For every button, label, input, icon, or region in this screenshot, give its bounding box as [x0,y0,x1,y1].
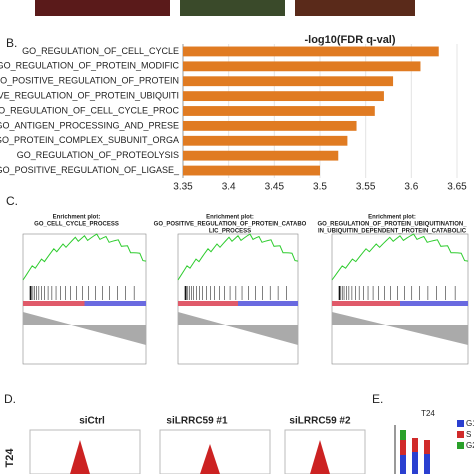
ranked-metric [178,312,298,345]
flow-title: siLRRC59 #2 [289,416,351,427]
bar [412,452,418,474]
ranked-metric [23,312,146,345]
plot-title: LIC_PROCESS [209,229,251,235]
heatmap [35,0,170,16]
enrichment-curve [331,233,469,281]
bar [183,120,357,131]
bar [183,46,439,57]
panel-label: D. [4,392,16,406]
panel-label: B. [6,36,17,50]
x-tick-label: 3.65 [447,182,467,193]
frame [29,429,141,474]
bar [183,106,375,116]
histogram [70,440,90,474]
legend-swatch [457,431,464,438]
y-tick-label: GO_POSITIVE_REGULATION_OF_LIGASE_ [0,165,180,175]
y-tick-label: GO_REGULATION_OF_PROTEOLYSIS [17,150,179,160]
heatmap [180,0,285,16]
bar [400,430,406,440]
enrichment-plots: Enrichment plot:GO_CELL_CYCLE_PROCESSEnr… [22,215,469,365]
ranked-metric [332,312,468,345]
plot-title: Enrichment plot: [53,215,101,221]
y-tick-label: GO_REGULATION_OF_CELL_CYCLE_PROC [0,105,179,115]
histogram [310,440,330,474]
rank-bar-blue [84,301,146,306]
bar [183,76,394,87]
bar [400,440,406,455]
enrichment-curve [22,233,147,281]
bar [412,438,418,452]
cell-line-label: T24 [4,448,16,468]
bar [424,440,430,454]
x-tick-label: 3.5 [313,182,327,193]
frame [159,429,271,474]
bar [183,91,384,102]
x-tick-label: 3.4 [222,182,236,193]
plot-title: IN_UBIQUITIN_DEPENDENT_PROTEIN_CATABOLIC [318,229,467,235]
legend-label: G2 [466,441,474,450]
panel-e: T24 G1 S G2 [394,409,474,474]
plot-title: GO_POSITIVE_REGULATION_OF_PROTEIN_CATABO [154,222,307,228]
y-tick-label: GO_REGULATION_OF_PROTEIN_MODIFIC [0,61,179,71]
legend-swatch [457,420,464,427]
y-tick-label: GO_POSITIVE_REGULATION_OF_PROTEIN [0,76,179,86]
plot-frame [177,233,299,365]
panel-label: C. [6,194,18,208]
y-tick-label: GO_PROTEIN_COMPLEX_SUBUNIT_ORGA [0,135,179,145]
x-tick-label: 3.45 [265,182,285,193]
bar [424,454,430,474]
legend-label: S [466,430,471,439]
histogram [200,444,220,474]
rank-bar-red [332,301,400,306]
bar [183,135,348,146]
plot-frame [22,233,147,365]
panel-label: E. [372,392,383,406]
bar [183,165,320,176]
x-tick-label: 3.6 [404,182,418,193]
plot-frame [331,233,469,365]
rank-bar-red [23,301,85,306]
bar [183,150,339,161]
heatmap [295,0,415,16]
plot-title: Enrichment plot: [206,215,254,221]
panel-a-heatmap [35,0,415,16]
enrichment-curve [177,233,299,281]
legend-label: G1 [466,419,474,428]
plot-title: Enrichment plot: [368,215,416,221]
plot-title: GO_CELL_CYCLE_PROCESS [34,222,119,228]
flow-histograms [29,429,366,474]
rank-bar-blue [400,301,468,306]
panel-e-title: T24 [421,409,435,418]
legend-swatch [457,442,464,449]
y-tick-label: GO_REGULATION_OF_CELL_CYCLE [22,46,179,56]
x-tick-label: 3.35 [173,182,193,193]
chart-title: -log10(FDR q-val) [304,34,395,46]
flow-title: siLRRC59 #1 [166,416,228,427]
rank-bar-blue [238,301,298,306]
y-tick-label: GO_ANTIGEN_PROCESSING_AND_PRESE [0,120,179,130]
y-tick-label: GO_POSITIVE_REGULATION_OF_PROTEIN_UBIQUI… [0,90,179,100]
frame [284,429,366,474]
plot-title: GO_REGULATION_OF_PROTEIN_UBIQUITINATION_ [317,222,467,228]
flow-title: siCtrl [79,416,105,427]
rank-bar-red [178,301,238,306]
bar [183,61,421,72]
x-tick-label: 3.55 [356,182,376,193]
bar [400,455,406,474]
